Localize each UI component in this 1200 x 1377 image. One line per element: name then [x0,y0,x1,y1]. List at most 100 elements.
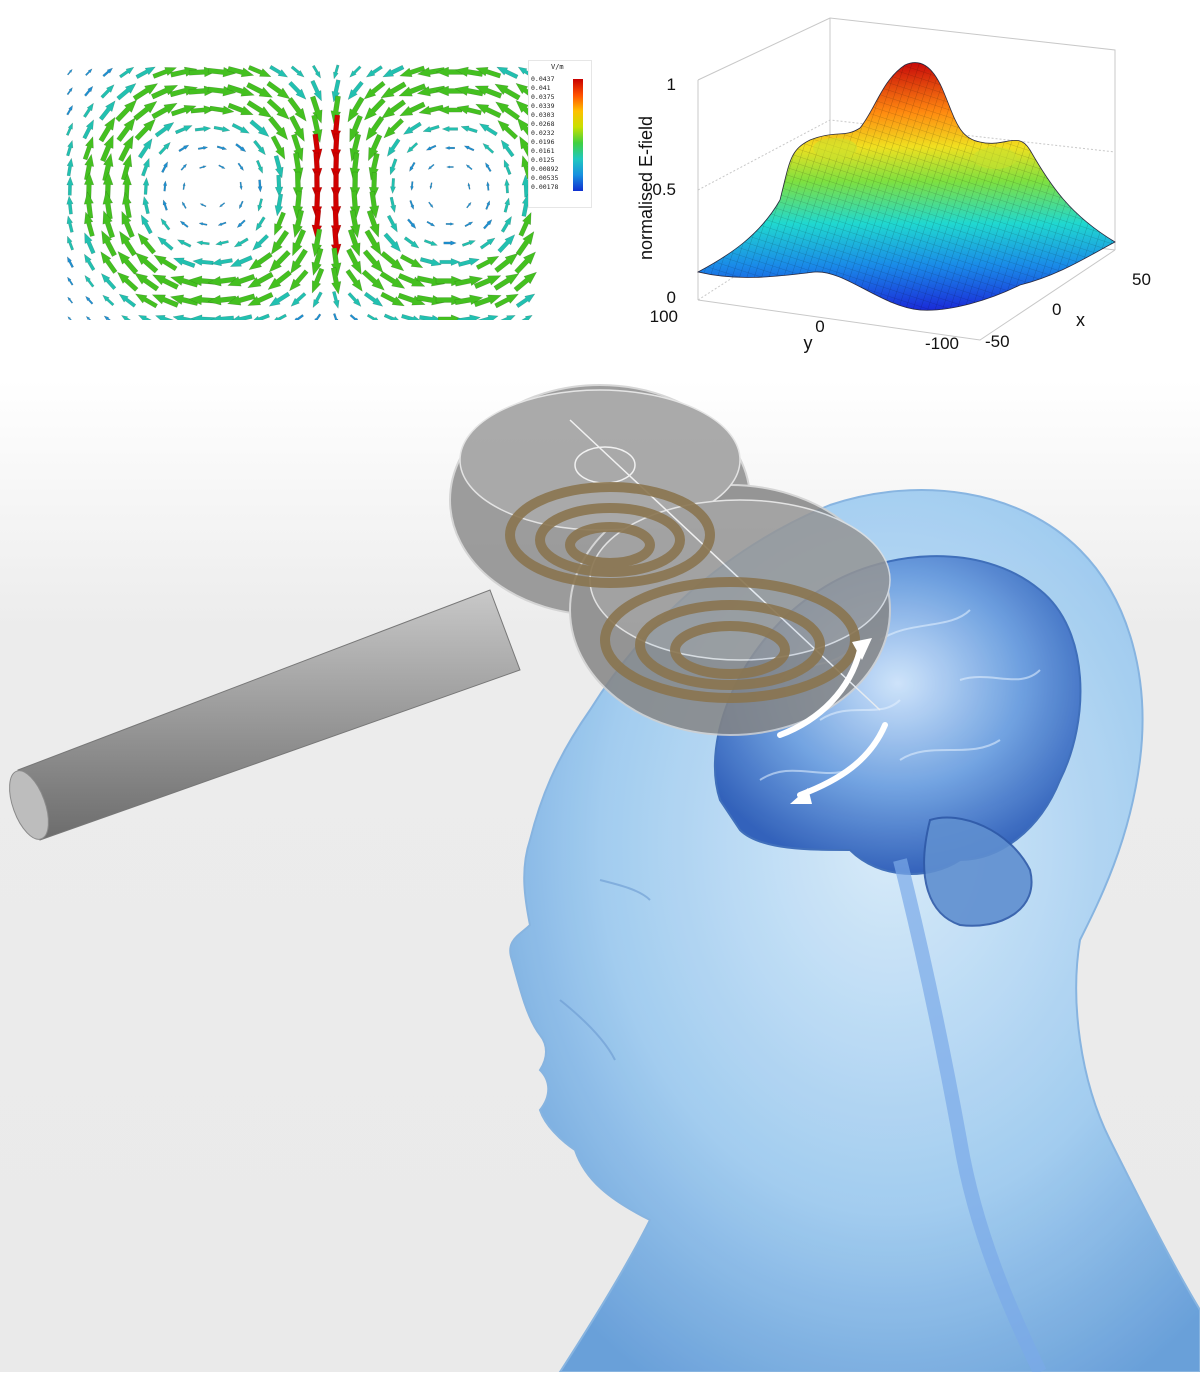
field-arrow [380,250,405,272]
field-arrow [456,105,482,116]
field-arrow [466,201,472,209]
field-arrow [119,230,137,257]
field-arrow [461,240,476,247]
field-arrow [133,100,158,121]
field-arrow [380,81,407,99]
field-arrow [347,292,362,307]
field-arrow [363,80,386,100]
field-arrow [475,103,502,119]
field-arrow [85,68,93,77]
field-arrow [363,97,386,121]
field-arrow [115,99,138,123]
field-arrow [386,214,398,233]
field-arrow [494,293,519,309]
field-arrow [199,203,207,208]
field-arrow [361,269,385,291]
y-axis: 100 0 -100 [650,307,959,353]
field-arrow [192,257,214,266]
field-arrow [247,291,274,306]
field-arrow [213,125,231,133]
field-arrow [349,133,362,163]
field-arrow [211,258,233,267]
colorbar-tick-label: 0.00892 [531,165,559,173]
field-arrow [247,65,272,77]
field-arrow [419,257,442,267]
field-arrow [311,267,325,294]
field-arrow [162,180,168,192]
field-arrow [349,209,361,239]
field-arrow [333,64,340,80]
field-arrow [102,210,116,239]
field-arrow [122,172,132,199]
field-arrow [330,114,342,144]
field-arrow [289,115,305,142]
field-arrow [500,215,512,233]
field-arrow [460,125,478,134]
field-arrow [98,116,116,143]
field-arrow [465,164,473,171]
field-arrow [274,174,284,198]
field-arrow [368,152,380,181]
field-arrow [181,201,187,209]
field-arrow [518,315,533,325]
field-arrow [477,314,499,325]
field-arrow [227,273,256,287]
field-arrow [482,142,495,154]
colorbar-tick-label: 0.041 [531,84,551,92]
field-arrow [207,275,237,287]
z-axis-label: normalised E-field [636,116,656,260]
field-arrow [486,181,490,191]
field-arrow [174,125,193,135]
field-arrow [473,275,502,289]
surface-plot: 1 0.5 0 normalised E-field 100 0 -100 y … [620,10,1200,370]
field-arrow [270,229,290,255]
field-arrow [151,294,179,308]
coil-windings [505,482,860,703]
field-arrow [383,118,405,139]
field-arrow [102,294,115,307]
field-arrow [100,84,115,99]
field-arrow [255,216,266,232]
field-arrow [116,117,136,143]
field-arrow [235,143,247,153]
field-arrow [347,80,364,101]
field-arrow [121,191,132,219]
field-arrow [292,314,304,324]
field-arrow [494,252,519,273]
field-arrow [152,67,178,79]
field-arrow [362,249,384,274]
field-arrow [151,102,178,120]
colorbar-gradient [573,79,583,191]
field-arrow [364,229,382,256]
colorbar-tick-label: 0.00535 [531,174,559,182]
field-arrow [84,274,95,288]
field-arrow [83,172,95,200]
field-arrow [345,269,363,292]
field-arrow [134,293,158,309]
field-arrow [290,65,305,78]
field-arrow [65,122,73,136]
colorbar-tick-label: 0.0161 [531,147,555,155]
field-arrow [504,178,510,194]
field-arrow [290,248,308,275]
colorbar-legend: V/m 0.0437 0.041 0.0375 0.0339 0.0303 0.0268 0… [528,60,592,208]
field-arrow [292,209,305,239]
field-arrow [252,234,270,251]
z-tick: 0.5 [652,180,676,199]
field-arrow [67,256,74,269]
field-arrow [257,179,263,193]
field-arrow [274,193,284,217]
field-arrow [497,315,516,325]
field-arrow [142,177,150,195]
field-arrow [479,237,496,250]
field-arrow [497,119,519,140]
field-arrow [142,195,150,215]
field-arrow [84,253,96,271]
field-arrow [407,218,417,229]
field-arrow [237,162,244,172]
field-arrow [518,211,532,237]
field-arrow [217,221,227,226]
surface-plot-svg: 1 0.5 0 normalised E-field 100 0 -100 y … [636,17,1151,353]
field-arrow [236,219,246,228]
tms-illustration [0,380,1200,1376]
